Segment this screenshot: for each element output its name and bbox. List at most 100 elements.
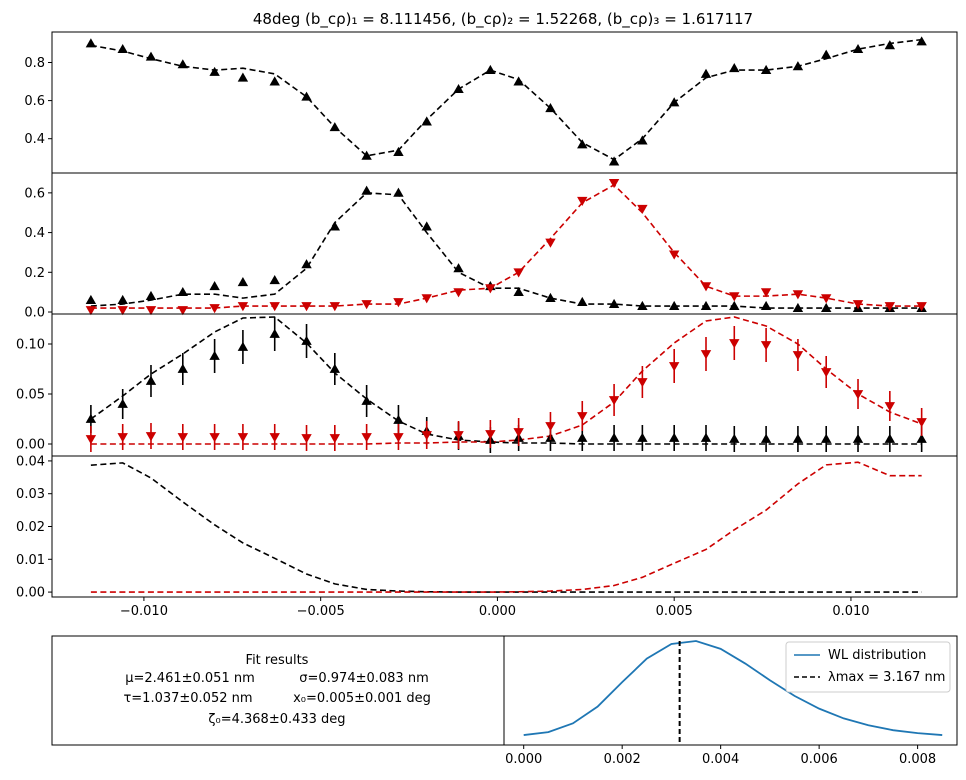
wl-legend: WL distribution λmax = 3.167 nm [785, 641, 951, 693]
y-tick-label: 0.4 [24, 226, 45, 241]
data-point [393, 433, 404, 443]
legend-label-lambda: λmax = 3.167 nm [828, 670, 945, 685]
data-point [177, 433, 189, 443]
fit-zeta0: ζ₀=4.368±0.433 deg [208, 712, 345, 727]
data-point [577, 412, 588, 422]
data-point [209, 280, 220, 291]
data-point [421, 116, 432, 126]
data-point [852, 43, 864, 54]
data-point [237, 302, 249, 312]
wl-x-tick-label: 0.006 [801, 752, 838, 767]
y-tick-label: 0.04 [16, 454, 45, 469]
data-point [145, 306, 157, 316]
data-point [668, 300, 680, 310]
y-tick-label: 0.4 [24, 132, 45, 147]
data-point [760, 64, 772, 75]
legend-label-wl: WL distribution [828, 648, 926, 663]
y-tick-label: 0.03 [16, 487, 45, 502]
data-point [608, 432, 620, 442]
data-point [177, 306, 189, 316]
data-point [668, 432, 680, 442]
axes-frame [51, 172, 958, 315]
data-point [608, 156, 620, 166]
data-point [269, 433, 280, 443]
data-point [209, 433, 220, 443]
data-point [577, 139, 588, 149]
axes-frame [51, 455, 958, 598]
data-point [916, 433, 927, 443]
data-point [117, 433, 128, 443]
data-point [421, 431, 432, 441]
data-point [237, 341, 249, 351]
x-tick-label: 0.000 [479, 604, 516, 619]
data-point [513, 428, 524, 438]
data-point [637, 432, 648, 442]
data-point [577, 196, 588, 207]
data-point [545, 103, 556, 113]
data-point [884, 40, 896, 50]
fit-line [90, 461, 922, 593]
wl-x-tick-label: 0.004 [702, 752, 739, 767]
wl-x-tick-label: 0.008 [899, 752, 936, 767]
data-point [177, 59, 189, 69]
data-point [700, 300, 712, 310]
fit-tau: τ=1.037±0.052 nm [123, 691, 252, 706]
fit-line [90, 462, 922, 593]
fit-results-heading: Fit results [246, 653, 309, 668]
fit-results-box: Fit results μ=2.461±0.051 nm σ=0.974±0.0… [51, 635, 505, 746]
data-point [361, 433, 372, 443]
data-point [237, 72, 249, 82]
y-tick-label: 0.01 [16, 553, 45, 568]
y-tick-label: 0.00 [16, 586, 45, 601]
data-point [700, 282, 712, 292]
data-point [577, 432, 588, 442]
data-point [453, 83, 464, 94]
data-point [269, 328, 280, 338]
data-point [421, 294, 432, 304]
data-point [237, 433, 249, 443]
data-point [668, 250, 680, 260]
data-point [269, 275, 280, 285]
data-point [729, 292, 740, 302]
y-tick-label: 0.6 [24, 94, 45, 109]
data-point [361, 300, 372, 310]
data-point [117, 398, 128, 408]
data-point [393, 187, 404, 197]
data-point [453, 431, 464, 441]
data-point [117, 294, 128, 304]
data-point [792, 61, 804, 71]
data-point [117, 43, 128, 54]
data-point [85, 294, 97, 304]
data-point [393, 298, 404, 308]
fit-sigma: σ=0.974±0.083 nm [299, 671, 429, 686]
fit-line [90, 316, 922, 445]
data-point [792, 302, 804, 312]
data-point [577, 296, 588, 306]
x-tick-label: 0.005 [656, 604, 693, 619]
data-point [145, 375, 157, 385]
axes-frame [51, 313, 958, 457]
data-point [820, 433, 832, 443]
data-point [485, 64, 496, 75]
legend-frame [785, 641, 951, 693]
panel-top: 0.4 0.6 0.8 [24, 31, 958, 174]
data-point [361, 185, 372, 195]
y-tick-label: 0.6 [24, 186, 45, 201]
data-point [361, 395, 372, 405]
data-point [852, 390, 864, 400]
data-point [916, 302, 927, 312]
data-point [513, 76, 524, 86]
data-point [145, 51, 157, 61]
data-point [792, 351, 804, 361]
data-point [700, 68, 712, 78]
data-point [329, 363, 341, 373]
data-point [820, 302, 832, 312]
data-point [700, 432, 712, 442]
data-point [485, 284, 496, 294]
data-point [760, 341, 772, 351]
x-tick-label: −0.005 [297, 604, 345, 619]
data-point [729, 63, 740, 73]
data-point [792, 433, 804, 443]
data-point [637, 135, 648, 145]
data-point [637, 204, 648, 214]
